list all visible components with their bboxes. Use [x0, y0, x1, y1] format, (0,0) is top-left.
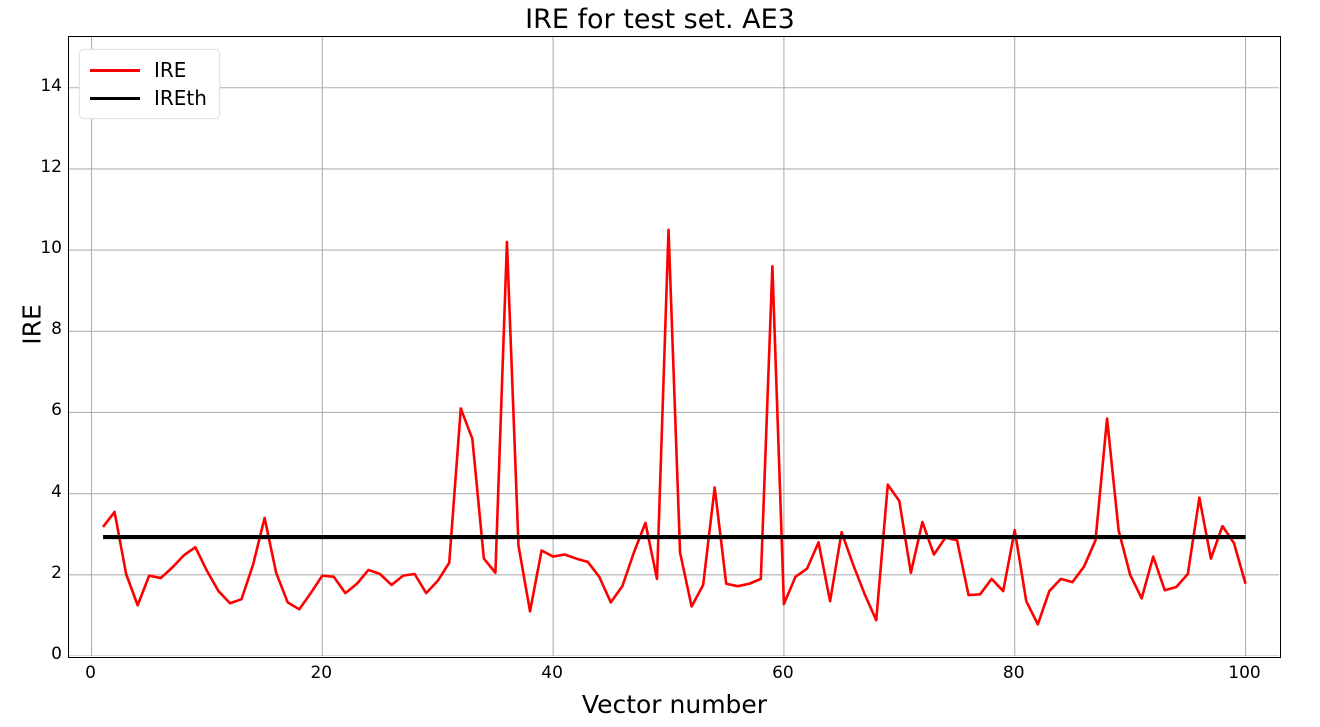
y-tick-label: 10	[40, 238, 62, 259]
chart-svg	[69, 37, 1279, 656]
legend-item-ire[interactable]: IRE	[90, 56, 207, 84]
x-tick-label: 0	[85, 663, 96, 683]
y-tick-label: 2	[51, 562, 62, 583]
plot-area	[68, 36, 1281, 658]
y-tick-label: 12	[40, 156, 62, 177]
x-tick-label: 60	[772, 663, 794, 683]
x-tick-label: 100	[1228, 663, 1261, 683]
x-tick-label: 20	[310, 663, 333, 683]
legend-label: IREth	[154, 86, 207, 110]
y-tick-label: 4	[51, 481, 62, 502]
legend: IRE IREth	[79, 49, 220, 119]
gridlines	[69, 37, 1279, 656]
y-tick-label: 14	[40, 75, 62, 96]
x-tick-labels: 0 20 40 60 80 100	[68, 665, 1281, 689]
legend-item-ireth[interactable]: IREth	[90, 84, 207, 112]
y-tick-labels: 0 2 4 6 8 10 12 14	[24, 36, 62, 662]
page-title: IRE for test set. AE3	[525, 4, 795, 35]
x-tick-label: 40	[541, 663, 563, 683]
legend-swatch-ireth	[90, 96, 140, 100]
series-line-ire	[102, 228, 1247, 626]
x-axis-title: Vector number	[581, 690, 768, 719]
legend-swatch-ire	[90, 68, 140, 72]
legend-label: IRE	[154, 58, 187, 82]
y-tick-label: 8	[51, 319, 62, 340]
x-tick-label: 80	[1002, 663, 1025, 683]
y-tick-label: 0	[51, 644, 62, 664]
y-tick-label: 6	[51, 400, 62, 421]
data-series-group	[102, 228, 1247, 626]
